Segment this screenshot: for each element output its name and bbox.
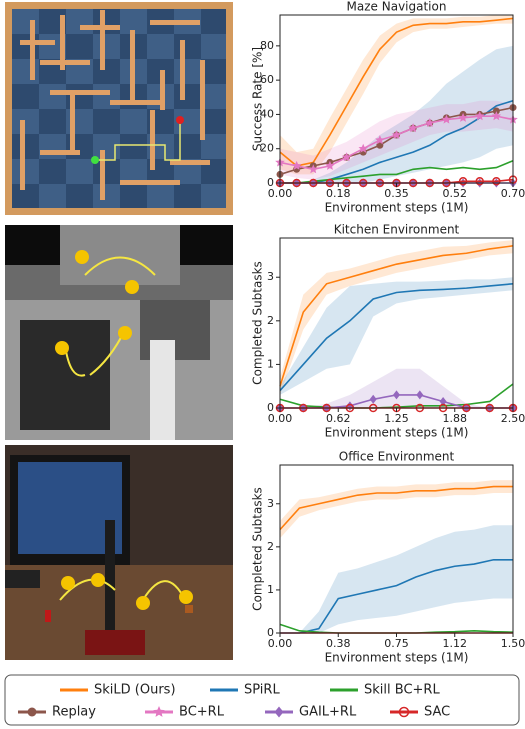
- x-tick-label: 0.70: [501, 187, 525, 200]
- x-tick-label: 0.62: [326, 412, 351, 425]
- marker: [398, 706, 410, 718]
- series-line: [279, 485, 513, 531]
- chart-title: Kitchen Environment: [334, 223, 460, 237]
- y-tick-label: 0: [267, 176, 274, 189]
- marker: [153, 706, 165, 717]
- marker: [391, 130, 402, 139]
- y-tick-label: 1: [267, 583, 274, 596]
- x-tick-label: 1.25: [384, 412, 409, 425]
- series-line: [280, 558, 513, 634]
- x-tick-label: 1.12: [443, 637, 468, 650]
- y-tick-label: 2: [267, 314, 274, 327]
- chart-title: Office Environment: [339, 450, 455, 464]
- x-tick-label: 1.88: [443, 412, 468, 425]
- y-tick-label: 80: [260, 39, 274, 52]
- series-line: [279, 17, 514, 167]
- x-tick-label: 0.00: [268, 187, 293, 200]
- marker: [274, 706, 284, 718]
- series-line: [279, 282, 514, 392]
- series-line: [280, 99, 514, 184]
- marker: [376, 141, 384, 149]
- legend: SkiLD (Ours) SPiRL Skill BC+RL Replay BC+RL G…: [18, 683, 450, 720]
- error-band: [280, 480, 513, 539]
- marker: [341, 152, 352, 162]
- marker: [291, 160, 302, 170]
- y-tick-label: 3: [267, 270, 274, 283]
- chart: Maze Navigation Environment steps (1M) Suc…: [251, 0, 525, 215]
- marker: [416, 390, 424, 400]
- marker: [439, 396, 447, 406]
- marker: [369, 394, 377, 404]
- marker: [475, 177, 484, 186]
- office-image: [5, 445, 233, 660]
- legend-label: SAC: [424, 705, 450, 720]
- y-tick-label: 2: [267, 540, 274, 553]
- y-axis-label: Completed Subtasks: [251, 487, 265, 611]
- legend-label: Replay: [52, 705, 96, 720]
- marker: [308, 164, 318, 174]
- marker: [425, 118, 435, 127]
- y-axis-label: Success Rate [%]: [251, 47, 265, 151]
- chart-title: Maze Navigation: [347, 0, 447, 14]
- marker: [27, 707, 37, 717]
- x-axis-label: Environment steps (1M): [325, 426, 469, 440]
- y-axis-label: Completed Subtasks: [251, 261, 265, 385]
- marker: [393, 390, 400, 400]
- y-tick-label: 0: [267, 401, 274, 414]
- marker: [492, 107, 500, 115]
- series-line: [280, 159, 514, 184]
- legend-label: BC+RL: [179, 705, 225, 720]
- x-axis-label: Environment steps (1M): [325, 201, 469, 215]
- y-tick-label: 0: [267, 626, 274, 639]
- error-band: [280, 525, 513, 633]
- series-line: [279, 245, 514, 387]
- x-tick-label: 0.35: [384, 187, 409, 200]
- x-tick-label: 0.00: [268, 637, 293, 650]
- x-axis-label: Environment steps (1M): [325, 651, 469, 665]
- legend-label: SkiLD (Ours): [94, 683, 176, 698]
- marker: [325, 160, 335, 170]
- legend-label: Skill BC+RL: [364, 683, 440, 698]
- y-tick-label: 40: [260, 107, 274, 120]
- x-tick-label: 0.18: [326, 187, 351, 200]
- x-tick-label: 2.50: [501, 412, 525, 425]
- error-band: [280, 15, 513, 175]
- error-band: [280, 277, 513, 395]
- marker: [458, 112, 468, 122]
- x-tick-label: 0.38: [326, 637, 351, 650]
- marker: [408, 123, 418, 133]
- kitchen-image: [5, 225, 233, 440]
- marker: [475, 111, 485, 121]
- x-tick-label: 1.50: [501, 637, 525, 650]
- legend-label: SPiRL: [244, 683, 280, 698]
- series-line: [279, 383, 514, 409]
- y-tick-label: 60: [260, 73, 274, 86]
- error-band: [280, 368, 513, 408]
- chart: Kitchen Environment Environment steps (1M…: [251, 223, 525, 440]
- chart: Office Environment Environment steps (1M)…: [251, 450, 525, 665]
- x-tick-label: 0.52: [443, 187, 468, 200]
- y-tick-label: 3: [267, 497, 274, 510]
- marker: [491, 111, 502, 121]
- maze-image: [5, 2, 233, 215]
- error-band: [280, 240, 513, 395]
- marker: [492, 177, 501, 186]
- y-tick-label: 1: [267, 357, 274, 370]
- x-tick-label: 0.75: [384, 637, 409, 650]
- marker: [441, 114, 452, 124]
- legend-label: GAIL+RL: [299, 705, 357, 720]
- marker: [375, 135, 385, 145]
- x-tick-label: 0.00: [268, 412, 293, 425]
- marker: [458, 177, 468, 186]
- marker: [358, 143, 368, 153]
- error-band: [280, 45, 513, 183]
- y-tick-label: 20: [260, 142, 274, 155]
